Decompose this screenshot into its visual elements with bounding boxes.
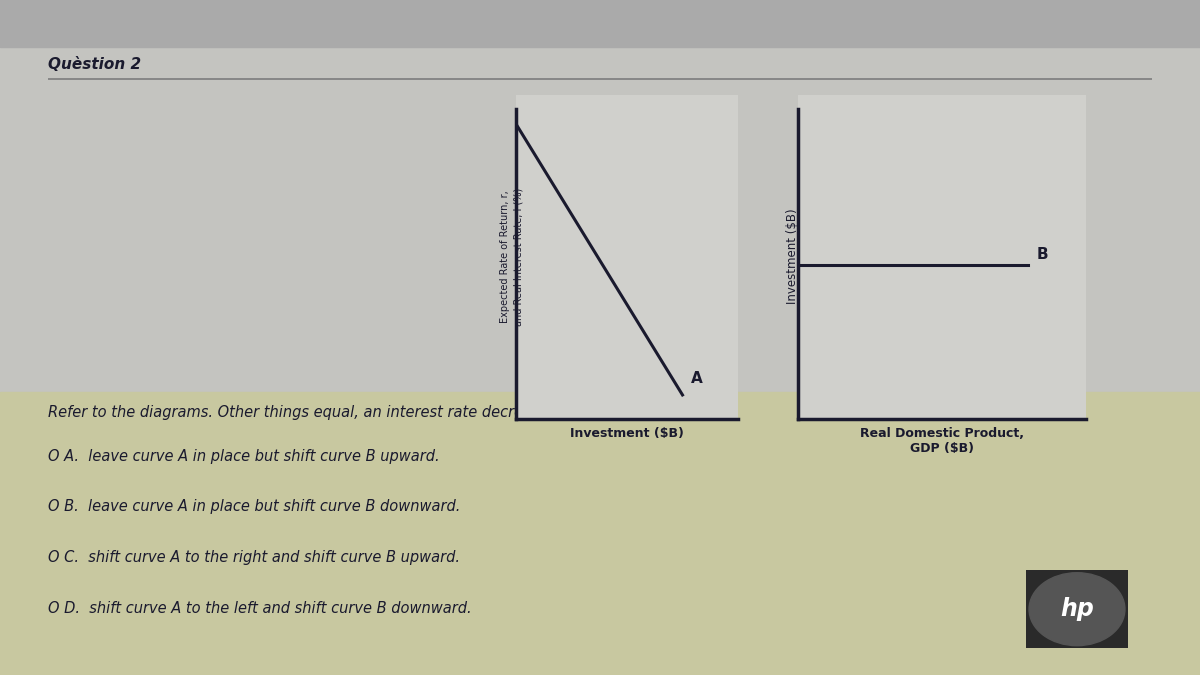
- Text: O B.  leave curve A in place but shift curve B downward.: O B. leave curve A in place but shift cu…: [48, 500, 461, 514]
- Circle shape: [1030, 572, 1124, 646]
- Bar: [0, 0, 1200, 392]
- Text: Quèstion 2: Quèstion 2: [48, 57, 142, 72]
- X-axis label: Real Domestic Product,
GDP ($B): Real Domestic Product, GDP ($B): [860, 427, 1024, 455]
- Y-axis label: Investment ($B): Investment ($B): [786, 209, 799, 304]
- Text: O A.  leave curve A in place but shift curve B upward.: O A. leave curve A in place but shift cu…: [48, 449, 439, 464]
- Y-axis label: Expected Rate of Return, r,
and Real Interest Rate, I (%): Expected Rate of Return, r, and Real Int…: [500, 188, 523, 325]
- Bar: [0, 0, 1200, 47]
- Text: hp: hp: [1060, 597, 1094, 621]
- Text: O D.  shift curve A to the left and shift curve B downward.: O D. shift curve A to the left and shift…: [48, 601, 472, 616]
- Text: B: B: [1037, 248, 1049, 263]
- Text: A: A: [691, 371, 703, 386]
- X-axis label: Investment ($B): Investment ($B): [570, 427, 684, 440]
- Text: Refer to the diagrams. Other things equal, an interest rate decrease will: Refer to the diagrams. Other things equa…: [48, 405, 577, 420]
- Bar: [0, 392, 1200, 675]
- Text: O C.  shift curve A to the right and shift curve B upward.: O C. shift curve A to the right and shif…: [48, 550, 460, 565]
